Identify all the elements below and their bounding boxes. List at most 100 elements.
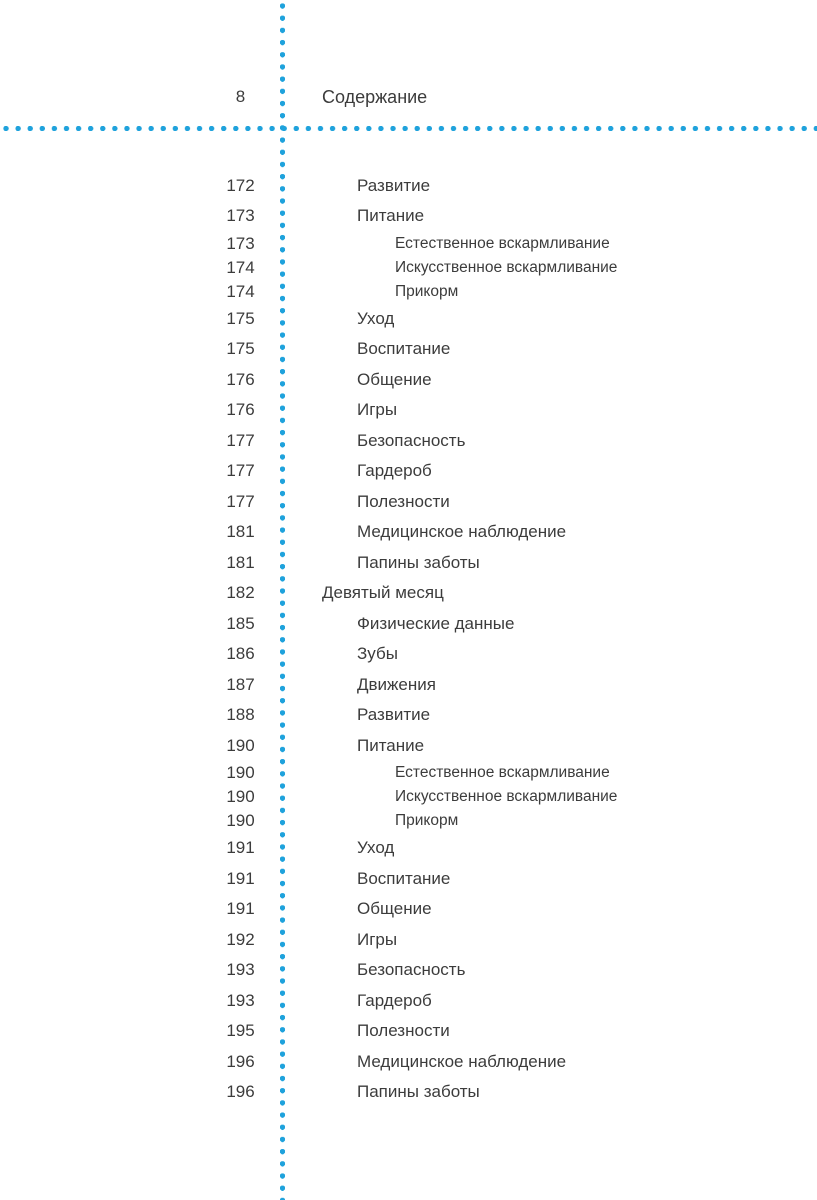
toc-entry-title: Прикорм	[395, 282, 459, 300]
toc-entry-title: Зубы	[357, 644, 398, 664]
toc-entry: 188 Развитие	[0, 700, 817, 731]
toc-entry: 190 Питание	[0, 731, 817, 762]
toc-entry: 177 Полезности	[0, 487, 817, 518]
toc-entry-title: Питание	[357, 735, 425, 755]
toc-entry-page-number: 177	[226, 430, 255, 450]
toc-entry-title: Папины заботы	[357, 552, 480, 572]
toc-entry-title: Папины заботы	[357, 1082, 480, 1102]
toc-entry: 192 Игры	[0, 925, 817, 956]
toc-entry-page-number: 191	[226, 868, 255, 888]
toc-entry: 182 Девятый месяц	[0, 578, 817, 609]
toc-entry-page-number: 177	[226, 491, 255, 511]
toc-entry-page-number: 175	[226, 339, 255, 359]
toc-entry-title: Искусственное вскармливание	[395, 258, 618, 276]
toc-entry: 174 Искусственное вскармливание	[0, 256, 817, 280]
toc-entry: 173 Естественное вскармливание	[0, 232, 817, 256]
toc-entry-page-number: 191	[226, 838, 255, 858]
toc-entry-page-number: 193	[226, 960, 255, 980]
toc-entry: 191 Уход	[0, 833, 817, 864]
toc-entry: 173 Питание	[0, 201, 817, 232]
toc-entry-title: Общение	[357, 369, 432, 389]
running-head-title: Содержание	[322, 87, 428, 107]
toc-entry-title: Естественное вскармливание	[395, 764, 610, 781]
toc-entry-page-number: 195	[226, 1021, 255, 1041]
toc-entry-title: Медицинское наблюдение	[357, 1051, 567, 1071]
toc-entry-page-number: 174	[226, 281, 255, 301]
toc-entry: 190 Естественное вскармливание	[0, 761, 817, 785]
toc-entry-title: Естественное вскармливание	[395, 234, 610, 252]
toc-list: 172 Развитие 173 Питание 173 Естественно…	[0, 171, 817, 1108]
toc-entry: 190 Прикорм	[0, 809, 817, 833]
toc-entry: 191 Воспитание	[0, 864, 817, 895]
toc-entry: 196 Папины заботы	[0, 1077, 817, 1108]
toc-entry-title: Общение	[357, 899, 432, 919]
toc-entry-title: Уход	[357, 308, 395, 328]
toc-entry-page-number: 175	[226, 308, 255, 328]
toc-entry: 190 Искусственное вскармливание	[0, 785, 817, 809]
toc-entry-page-number: 173	[226, 233, 255, 253]
toc-entry: 191 Общение	[0, 894, 817, 925]
toc-entry: 176 Общение	[0, 365, 817, 396]
toc-entry-page-number: 190	[226, 811, 255, 830]
toc-entry-title: Безопасность	[357, 960, 466, 980]
toc-entry-title: Гардероб	[357, 990, 432, 1010]
toc-entry-page-number: 172	[226, 175, 255, 195]
toc-entry: 187 Движения	[0, 670, 817, 701]
toc-entry-page-number: 173	[226, 206, 255, 226]
toc-entry: 175 Воспитание	[0, 334, 817, 365]
running-head: 8 Содержание	[0, 86, 817, 108]
toc-entry: 176 Игры	[0, 395, 817, 426]
toc-entry-title: Питание	[357, 206, 425, 226]
toc-entry-page-number: 196	[226, 1051, 255, 1071]
toc-entry-title: Девятый месяц	[322, 583, 444, 603]
toc-entry: 177 Гардероб	[0, 456, 817, 487]
toc-entry-title: Искусственное вскармливание	[395, 788, 618, 805]
toc-entry-page-number: 191	[226, 899, 255, 919]
toc-entry-title: Медицинское наблюдение	[357, 522, 567, 542]
toc-entry: 175 Уход	[0, 304, 817, 335]
running-head-page-number: 8	[235, 87, 246, 106]
toc-entry: 177 Безопасность	[0, 426, 817, 457]
toc-entry-page-number: 176	[226, 400, 255, 420]
toc-entry-page-number: 190	[226, 763, 255, 782]
toc-entry-title: Движения	[357, 674, 436, 694]
toc-entry-page-number: 185	[226, 613, 255, 633]
toc-entry-page-number: 176	[226, 369, 255, 389]
toc-entry-page-number: 190	[226, 787, 255, 806]
toc-entry-page-number: 174	[226, 257, 255, 277]
toc-entry-page-number: 188	[226, 705, 255, 725]
toc-entry: 186 Зубы	[0, 639, 817, 670]
toc-entry-page-number: 182	[226, 583, 255, 603]
toc-entry: 174 Прикорм	[0, 280, 817, 304]
toc-entry-title: Воспитание	[357, 339, 451, 359]
toc-entry-page-number: 196	[226, 1082, 255, 1102]
toc-entry-title: Полезности	[357, 1021, 450, 1041]
toc-entry-title: Гардероб	[357, 461, 432, 481]
toc-entry-title: Безопасность	[357, 430, 466, 450]
toc-entry-title: Физические данные	[357, 613, 515, 633]
dotted-vertical-divider	[276, 0, 288, 1200]
toc-entry-title: Игры	[357, 400, 398, 420]
toc-entry-title: Развитие	[357, 175, 431, 195]
toc-entry-title: Развитие	[357, 705, 431, 725]
toc-entry: 185 Физические данные	[0, 609, 817, 640]
toc-entry-page-number: 192	[226, 929, 255, 949]
toc-entry-page-number: 181	[226, 552, 255, 572]
toc-entry-page-number: 187	[226, 674, 255, 694]
toc-entry-page-number: 193	[226, 990, 255, 1010]
toc-entry: 196 Медицинское наблюдение	[0, 1047, 817, 1078]
toc-entry: 181 Медицинское наблюдение	[0, 517, 817, 548]
toc-entry: 193 Безопасность	[0, 955, 817, 986]
toc-entry-page-number: 181	[226, 522, 255, 542]
toc-entry: 193 Гардероб	[0, 986, 817, 1017]
toc-entry: 195 Полезности	[0, 1016, 817, 1047]
toc-entry-title: Воспитание	[357, 868, 451, 888]
toc-entry: 172 Развитие	[0, 171, 817, 202]
toc-entry-title: Уход	[357, 838, 395, 858]
toc-entry-title: Игры	[357, 929, 398, 949]
toc-entry-title: Полезности	[357, 491, 450, 511]
toc-entry-title: Прикорм	[395, 812, 459, 829]
toc-entry-page-number: 177	[226, 461, 255, 481]
dotted-horizontal-divider	[0, 122, 817, 134]
